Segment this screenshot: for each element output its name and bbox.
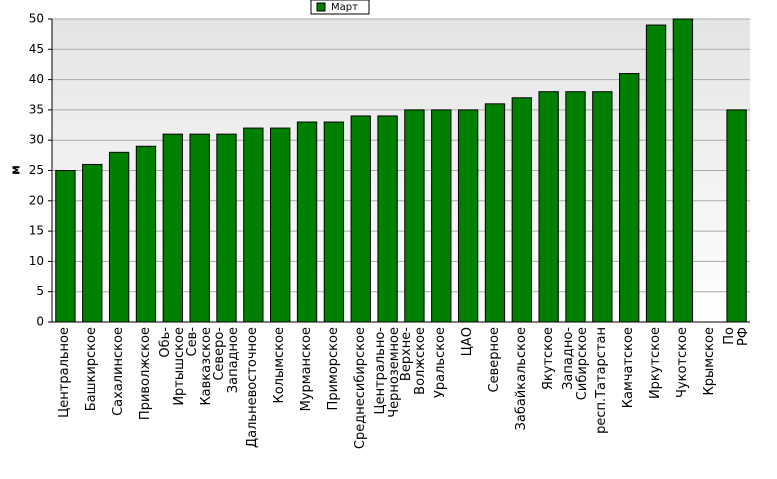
bar: [377, 115, 398, 323]
x-tick-label: Дальневосточное: [245, 327, 261, 449]
y-tick-label: 15: [29, 224, 44, 238]
x-tick-label: Чукотское: [674, 327, 690, 398]
x-tick-label: Уральское: [433, 327, 449, 399]
bar: [726, 109, 747, 323]
bar: [484, 103, 506, 323]
bar: [565, 91, 586, 323]
x-tick-label: Обь- Иртышское: [157, 327, 187, 406]
y-tick-label: 40: [29, 72, 44, 86]
bar: [108, 151, 130, 323]
bar: [431, 109, 452, 323]
x-tick-label: По РФ: [721, 327, 751, 347]
x-tick-label: Приморское: [325, 327, 341, 411]
bar: [404, 109, 425, 323]
x-tick-label: Приволжское: [137, 327, 153, 421]
bar: [270, 127, 291, 323]
y-tick-label: 45: [29, 42, 44, 56]
x-tick-label: Сев- Кавказское: [184, 327, 214, 406]
x-tick-label: Иркутское: [648, 327, 664, 400]
bar: [592, 91, 613, 323]
bar: [296, 121, 318, 323]
y-tick-label: 25: [29, 163, 44, 177]
y-tick-label: 5: [36, 284, 44, 298]
x-tick-label: ЦАО: [460, 327, 476, 357]
x-tick-label: Сахалинское: [111, 327, 127, 416]
bar: [135, 145, 157, 323]
bar: [619, 73, 640, 323]
x-tick-label: Крымское: [701, 327, 717, 396]
x-tick-label: Центрально- Черноземное: [372, 327, 402, 418]
x-tick-label: Забайкальское: [513, 327, 529, 431]
bar: [189, 133, 210, 323]
x-tick-label: Верхне- Волжское: [399, 327, 429, 395]
y-tick-label: 30: [29, 133, 44, 147]
x-tick-label: Западно- Сибирское: [560, 327, 590, 401]
bar: [457, 109, 479, 323]
bar: [55, 170, 76, 323]
y-tick-label: 20: [29, 193, 44, 207]
bar: [538, 91, 559, 323]
legend-label: Март: [331, 2, 358, 13]
x-tick-label: Мурманское: [299, 327, 315, 412]
bar: [511, 97, 532, 323]
bar: [243, 127, 264, 323]
x-tick-label: Северо- Западное: [211, 327, 241, 394]
y-tick-label: 50: [29, 12, 44, 26]
bar: [162, 133, 183, 323]
x-tick-label: Колымское: [272, 327, 288, 404]
bar: [216, 133, 237, 323]
bar: [672, 18, 694, 323]
x-tick-label: Якутское: [540, 327, 556, 391]
y-axis-label: м: [9, 165, 23, 175]
x-tick-label: Северное: [486, 327, 502, 393]
bar: [323, 121, 345, 323]
x-tick-label: Центральное: [57, 327, 73, 418]
bar: [82, 163, 103, 323]
y-tick-label: 35: [29, 102, 44, 116]
x-tick-label: Камчатское: [621, 327, 637, 409]
x-tick-label: Башкирское: [84, 327, 100, 412]
y-tick-label: 0: [36, 315, 44, 329]
x-tick-label: Среднесибирское: [352, 327, 368, 450]
x-tick-label: респ.Татарстан: [594, 327, 610, 434]
y-tick-label: 10: [29, 254, 44, 268]
bar: [645, 24, 667, 323]
legend-swatch: [316, 2, 326, 12]
bar: [350, 115, 371, 323]
